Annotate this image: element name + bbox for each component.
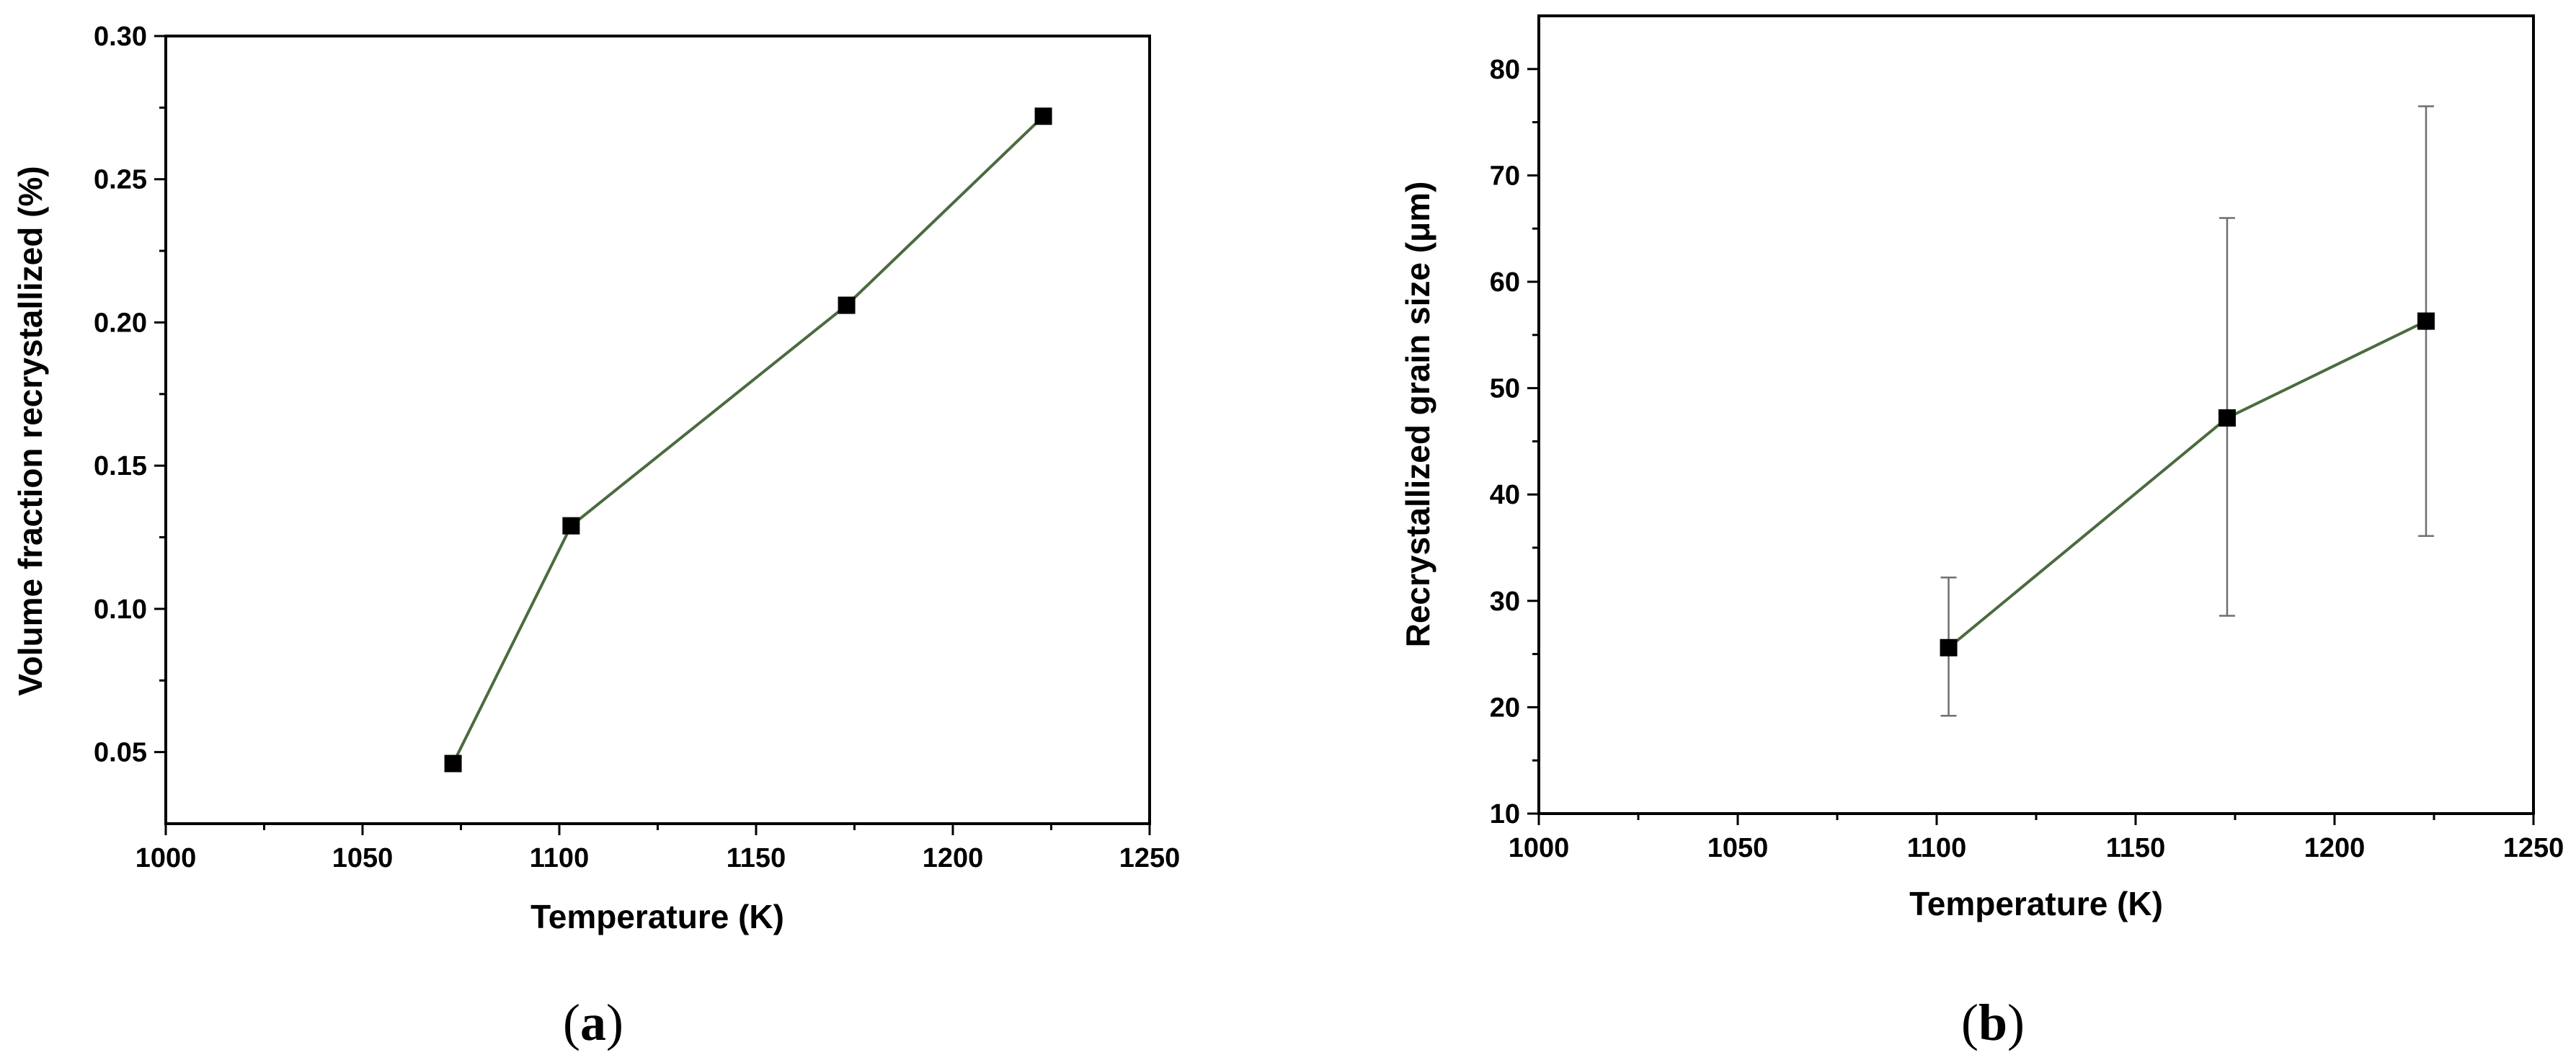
data-series	[444, 107, 1052, 773]
y-tick-label: 50	[1490, 374, 1520, 404]
x-tick-label: 1050	[1707, 833, 1769, 863]
x-tick-label: 1000	[1509, 833, 1570, 863]
panel-label-b: (b)	[1961, 994, 2025, 1051]
x-tick-label: 1150	[727, 843, 786, 873]
x-tick-label: 1200	[2304, 833, 2366, 863]
y-axis-title: Recrystallized grain size (μm)	[1399, 182, 1436, 648]
y-tick-label: 30	[1490, 587, 1520, 617]
data-point-marker	[838, 296, 856, 314]
x-tick-label: 1100	[530, 843, 589, 873]
panel-label-a: (a)	[563, 994, 623, 1051]
error-bars	[1940, 105, 2434, 717]
y-tick-label: 0.20	[94, 308, 147, 338]
data-point-marker	[2417, 312, 2435, 330]
x-tick-label: 1250	[1119, 843, 1181, 873]
x-tick-label: 1200	[923, 843, 984, 873]
data-point-marker	[444, 754, 462, 773]
y-tick-label: 0.10	[94, 595, 147, 625]
data-series	[1940, 312, 2435, 656]
x-tick-label: 1100	[1907, 833, 1966, 863]
y-tick-label: 0.15	[94, 451, 147, 481]
y-tick-label: 70	[1490, 161, 1520, 191]
y-axis-title: Volume fraction recrystallized (%)	[12, 166, 49, 695]
x-tick-label: 1150	[2106, 833, 2165, 863]
x-tick-label: 1250	[2503, 833, 2564, 863]
x-axis-title: Temperature (K)	[530, 898, 784, 935]
y-tick-label: 10	[1490, 799, 1520, 829]
x-axis-title: Temperature (K)	[1909, 885, 2163, 922]
panel-letter: a	[580, 994, 606, 1051]
y-tick-label: 20	[1490, 693, 1520, 723]
y-tick-label: 40	[1490, 480, 1520, 510]
data-point-marker	[562, 517, 580, 535]
y-tick-label: 0.25	[94, 165, 147, 195]
y-tick-label: 0.30	[94, 22, 147, 52]
chart-panel-b: 1000 1050 1100 1150 1200 1250 10 20 30 40 50 60 70 8…	[1399, 14, 2564, 1051]
series-line	[1947, 319, 2427, 649]
y-tick-label: 80	[1490, 55, 1520, 85]
panel-letter: b	[1978, 994, 2007, 1051]
data-point-marker	[1940, 638, 1958, 656]
x-axis-ticks: 1000 1050 1100 1150 1200 1250	[136, 824, 1181, 873]
x-tick-label: 1050	[332, 843, 394, 873]
x-axis-ticks: 1000 1050 1100 1150 1200 1250	[1509, 814, 2564, 863]
data-point-marker	[2218, 409, 2236, 427]
plot-frame	[1537, 14, 2535, 815]
series-line	[451, 115, 1044, 765]
y-axis-ticks: 0.05 0.10 0.15 0.20 0.25 0.30	[94, 22, 166, 768]
chart-panel-a: 1000 1050 1100 1150 1200 1250 0.05 0.10 0.15 0.2…	[12, 22, 1180, 1051]
x-tick-label: 1000	[136, 843, 197, 873]
y-axis-ticks: 10 20 30 40 50 60 70 80	[1490, 55, 1539, 829]
y-tick-label: 60	[1490, 267, 1520, 298]
data-point-marker	[1034, 107, 1052, 125]
y-tick-label: 0.05	[94, 738, 147, 768]
